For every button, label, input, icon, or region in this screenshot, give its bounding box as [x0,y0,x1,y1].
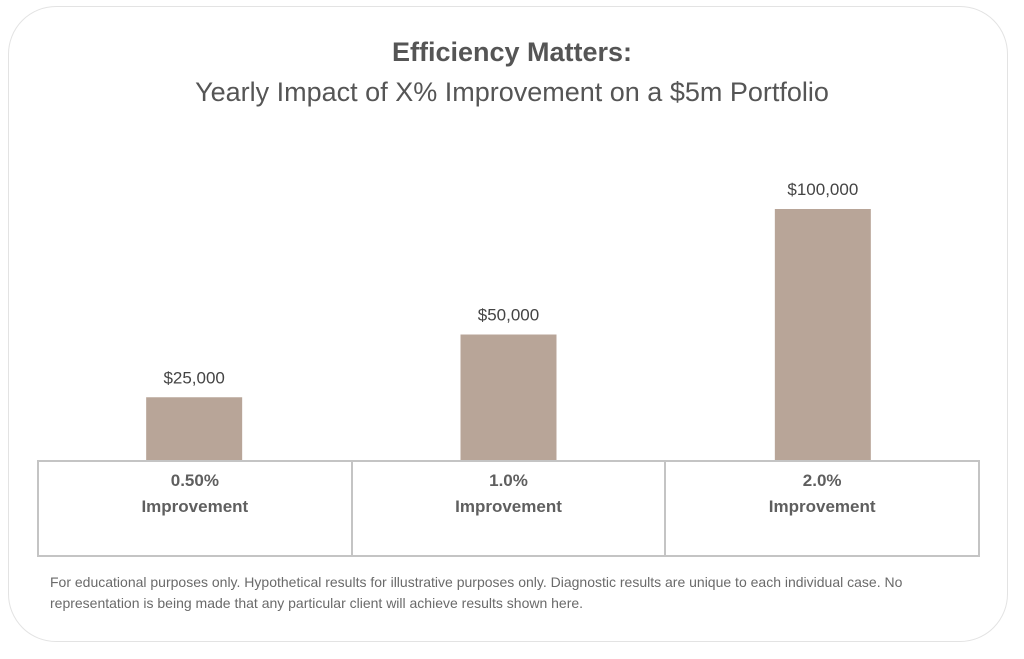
category-cell: 0.50% Improvement [39,462,353,555]
category-cell: 1.0% Improvement [353,462,667,555]
category-value: 0.50% [170,471,219,490]
bar [460,334,557,460]
data-label-group: $25,000 $50,000 $100,000 [163,180,858,387]
bar [146,397,243,460]
category-label: Improvement [141,497,249,516]
category-cell: 2.0% Improvement [666,462,978,555]
category-table: 0.50% Improvement 1.0% Improvement 2.0% … [37,460,980,557]
data-label: $100,000 [787,180,858,199]
chart-title: Efficiency Matters: [391,37,633,67]
data-label: $50,000 [478,306,539,325]
chart-subtitle: Yearly Impact of X% Improvement on a $5m… [195,77,829,107]
category-value: 2.0% [802,471,842,490]
category-label: Improvement [455,497,562,516]
category-label: Improvement [768,497,876,516]
category-value: 1.0% [489,471,528,490]
disclaimer-footnote: For educational purposes only. Hypotheti… [50,574,903,611]
bar-group [146,209,871,460]
bar [774,209,871,460]
data-label: $25,000 [163,368,224,387]
